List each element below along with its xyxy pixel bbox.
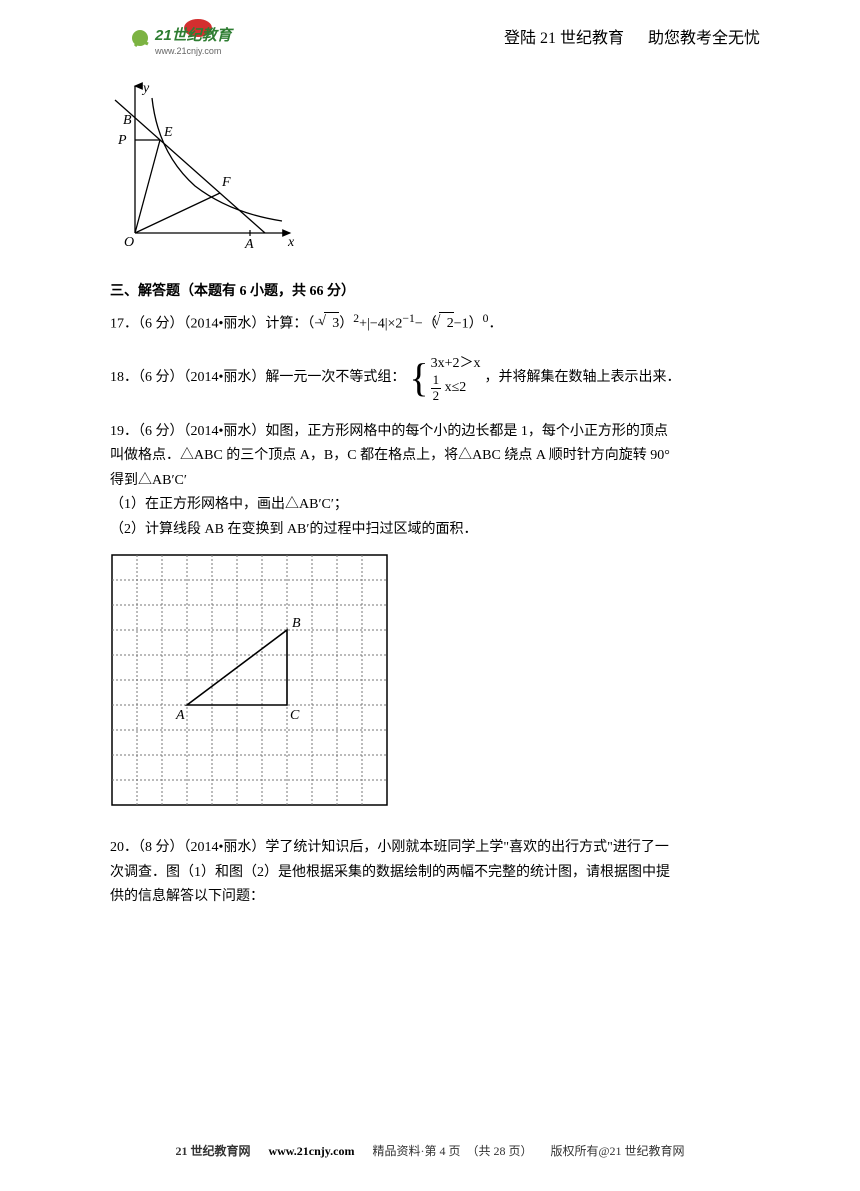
page-footer: 21 世纪教育网 www.21cnjy.com 精品资料·第 4 页 （共 28… [0,1142,860,1161]
point-f-label: F [221,175,231,190]
q20-line3: 供的信息解答以下问题： [110,886,750,908]
sqrt-3: 3 [324,312,339,335]
slogan-text: 助您教考全无忧 [648,30,760,47]
point-e-label: E [163,125,173,140]
inequality-system: { 3x+2＞x 1 2 x≤2 [409,354,480,403]
logo-icon: 21世纪教育 www.21cnjy.com [120,18,300,60]
header-slogan: 登陆 21 世纪教育 助您教考全无忧 [504,26,760,52]
left-brace-icon: { [409,358,428,398]
question-18: 18．（6 分）（2014•丽水）解一元一次不等式组： { 3x+2＞x 1 2… [110,354,750,403]
question-19: 19．（6 分）（2014•丽水）如图，正方形网格中的每个小的边长都是 1，每个… [110,421,750,541]
main-content: y x O A B P E F 三、解答题（本题有 6 小题，共 66 分） 1… [0,78,860,909]
graph-svg: y x O A B P E F [110,78,300,253]
q17-mid2: +|−4|×2 [359,316,402,331]
grid-point-b: B [292,616,301,631]
system-line-2: 1 2 x≤2 [431,373,481,403]
point-b-label: B [123,113,132,128]
y-label: y [141,81,150,96]
section-3-title: 三、解答题（本题有 6 小题，共 66 分） [110,281,750,303]
login-text: 登陆 21 世纪教育 [504,30,624,47]
q19-sub2: （2）计算线段 AB 在变换到 AB′的过程中扫过区域的面积． [110,519,750,541]
grid-figure: A B C [110,553,750,817]
grid-svg: A B C [110,553,390,809]
footer-brand: 21 世纪教育网 [175,1144,250,1158]
point-p-label: P [117,133,127,148]
q17-end: ． [488,316,502,331]
page-header: 21世纪教育 www.21cnjy.com 登陆 21 世纪教育 助您教考全无忧 [0,0,860,70]
grid-point-c: C [290,708,300,723]
q18-suffix: ，并将解集在数轴上表示出来． [485,367,681,389]
system-lines: 3x+2＞x 1 2 x≤2 [431,354,481,403]
q19-sub1: （1）在正方形网格中，画出△AB′C′； [110,494,750,516]
grid-point-a: A [175,708,185,723]
point-a-label: A [244,237,254,252]
sqrt-2: 2 [439,312,454,335]
x-label: x [287,235,295,250]
q18-prefix: 18．（6 分）（2014•丽水）解一元一次不等式组： [110,367,405,389]
svg-text:21世纪教育: 21世纪教育 [154,26,235,44]
logo-area: 21世纪教育 www.21cnjy.com [120,18,300,60]
q17-mid4: −1） [454,316,483,331]
question-20: 20．（8 分）（2014•丽水）学了统计知识后，小刚就本班同学上学"喜欢的出行… [110,837,750,908]
fraction-half: 1 2 [431,373,442,403]
q17-prefix: 17．（6 分）（2014•丽水）计算：（− [110,316,322,331]
q17-mid1: ） [339,316,353,331]
q20-line1: 20．（8 分）（2014•丽水）学了统计知识后，小刚就本班同学上学"喜欢的出行… [110,837,750,859]
svg-text:www.21cnjy.com: www.21cnjy.com [154,46,221,56]
q20-line2: 次调查．图（1）和图（2）是他根据采集的数据绘制的两幅不完整的统计图，请根据图中… [110,862,750,884]
q19-line3: 得到△AB′C′ [110,470,750,492]
footer-site: www.21cnjy.com [268,1144,354,1158]
q19-line2: 叫做格点．△ABC 的三个顶点 A，B，C 都在格点上，将△ABC 绕点 A 顺… [110,445,750,467]
coordinate-graph: y x O A B P E F [110,78,750,261]
q19-line1: 19．（6 分）（2014•丽水）如图，正方形网格中的每个小的边长都是 1，每个… [110,421,750,443]
origin-label: O [124,235,134,250]
footer-copyright: 版权所有@21 世纪教育网 [551,1144,685,1158]
system-line-1: 3x+2＞x [431,354,481,374]
q17-sup2: −1 [402,312,414,325]
footer-page-info: 精品资料·第 4 页 （共 28 页） [372,1144,532,1158]
question-17: 17．（6 分）（2014•丽水）计算：（−3）2+|−4|×2−1−（2−1）… [110,310,750,336]
